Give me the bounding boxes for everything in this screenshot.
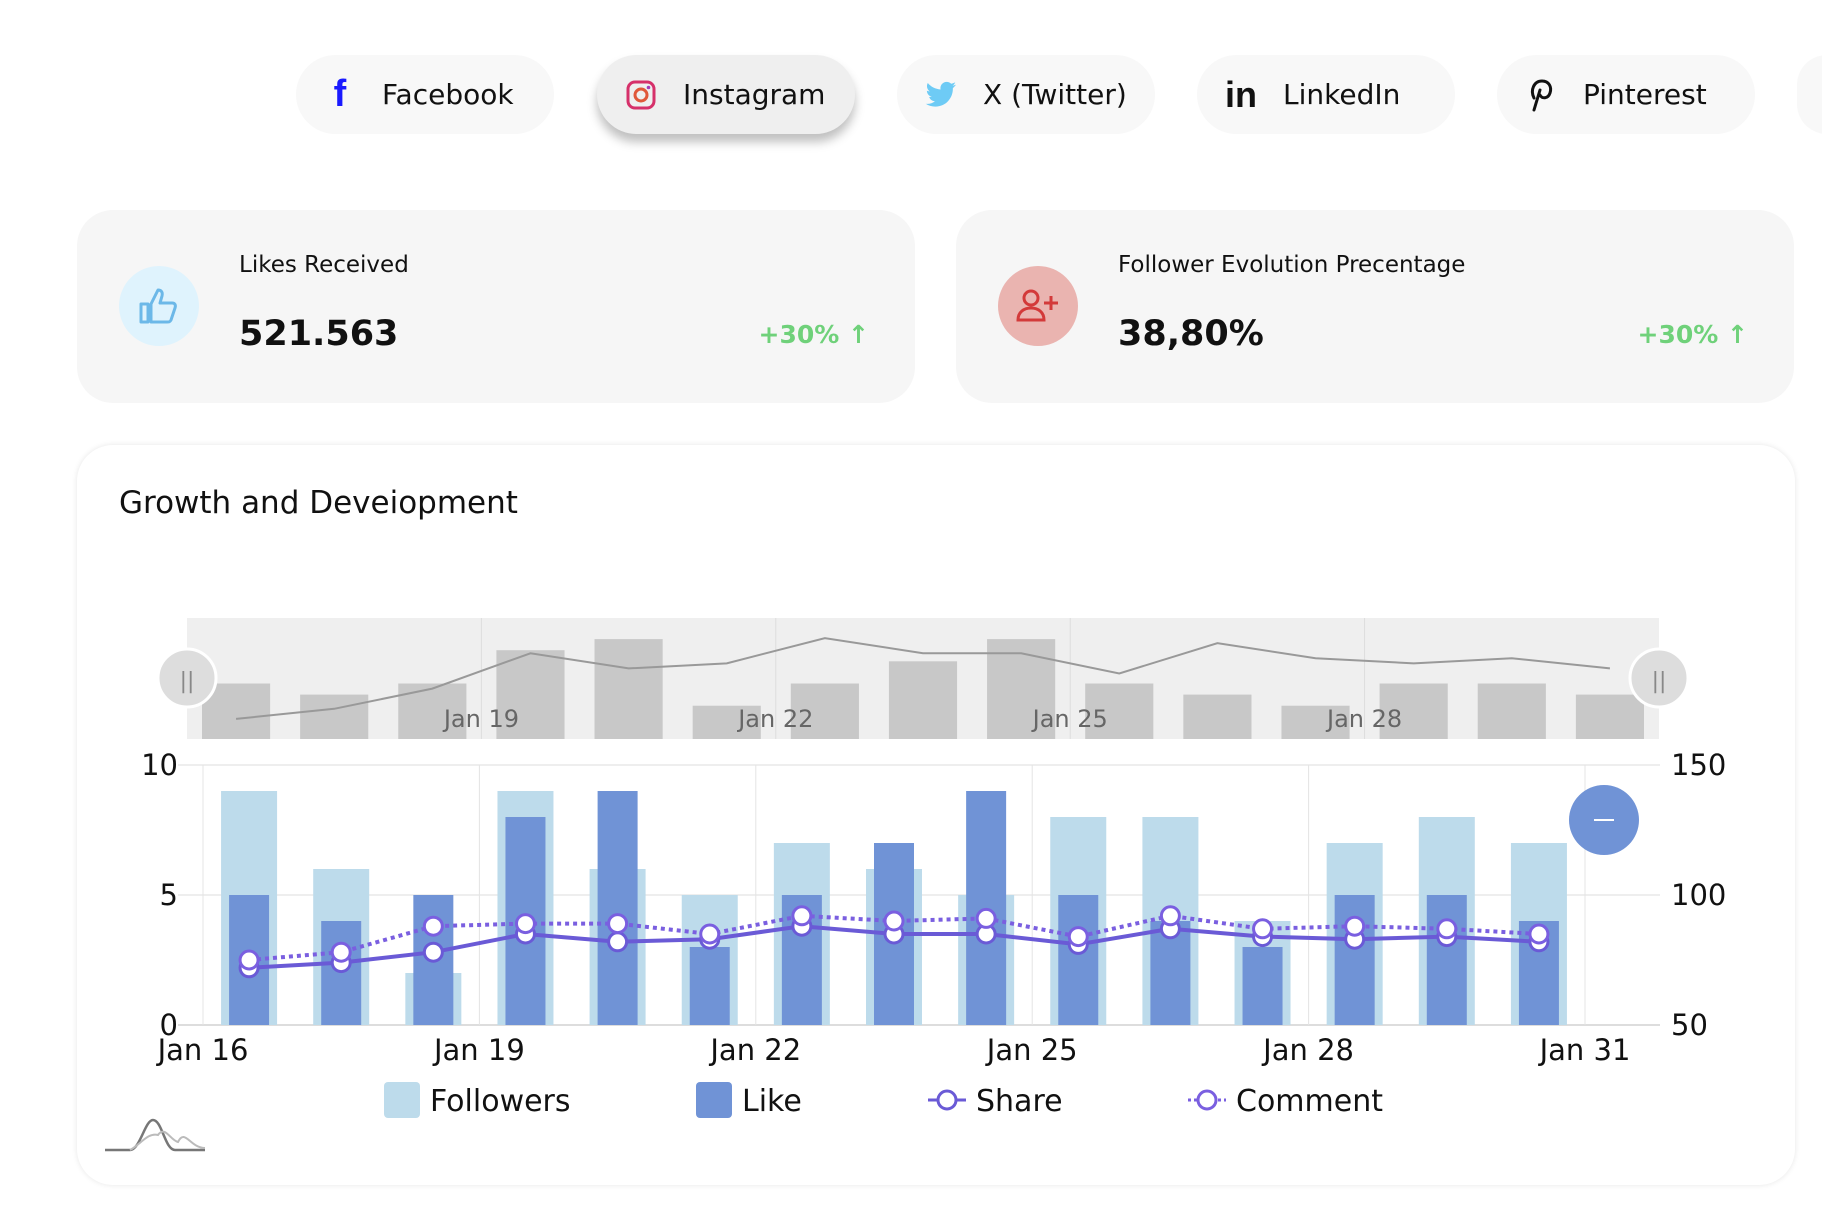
navigator-bar bbox=[496, 650, 565, 739]
linkedin-icon: in bbox=[1225, 73, 1257, 115]
x-tick-label: Jan 22 bbox=[708, 1033, 801, 1067]
stat-change: +30% ↑ bbox=[759, 320, 869, 349]
tab-label: X (Twitter) bbox=[983, 78, 1127, 111]
comment-point bbox=[1159, 905, 1181, 927]
tab-label: LinkedIn bbox=[1283, 78, 1401, 111]
navigator-right-handle[interactable] bbox=[1628, 647, 1690, 709]
x-tick-label: Jan 31 bbox=[1538, 1033, 1631, 1067]
comment-point bbox=[1528, 923, 1550, 945]
pinterest-icon bbox=[1525, 77, 1557, 113]
navigator-line bbox=[235, 637, 1611, 720]
like-bar bbox=[1058, 895, 1099, 1025]
y-left-tick-label: 5 bbox=[160, 878, 178, 912]
growth-chart-card: Growth and Deveiopment bbox=[77, 445, 1795, 1185]
tab-label: Pinterest bbox=[1583, 78, 1707, 111]
navigator-tick-label: Jan 28 bbox=[1325, 705, 1402, 733]
x-tick-label: Jan 28 bbox=[1261, 1033, 1354, 1067]
like-bar bbox=[1334, 895, 1375, 1025]
like-bar bbox=[597, 791, 638, 1025]
y-left-tick-label: 10 bbox=[141, 748, 178, 782]
stat-value: 38,80% bbox=[1118, 314, 1264, 354]
comment-point bbox=[699, 923, 721, 945]
y-right-tick-label: 50 bbox=[1671, 1008, 1708, 1042]
change-text: +30% bbox=[758, 320, 840, 349]
stat-label: Likes Received bbox=[239, 252, 409, 278]
legend-swatch-like bbox=[696, 1082, 732, 1118]
x-tick-label: Jan 16 bbox=[156, 1033, 249, 1067]
legend-label: Share bbox=[976, 1084, 1063, 1119]
legend-marker-comment bbox=[1196, 1089, 1218, 1111]
handle-grip-icon: || bbox=[180, 669, 195, 694]
legend-swatch-followers bbox=[384, 1082, 420, 1118]
x-tick-label: Jan 19 bbox=[432, 1033, 525, 1067]
chart-type-icon-shadow bbox=[129, 1130, 206, 1151]
tab-instagram[interactable]: Instagram bbox=[597, 55, 855, 134]
tab-pinterest[interactable]: Pinterest bbox=[1497, 55, 1755, 134]
stat-change: +30% ↑ bbox=[1638, 320, 1748, 349]
navigator-tick-label: Jan 22 bbox=[736, 705, 813, 733]
comment-point bbox=[607, 913, 629, 935]
like-bar bbox=[1242, 947, 1283, 1025]
navigator-bar bbox=[300, 694, 369, 739]
legend-label: Followers bbox=[430, 1084, 571, 1119]
comment-point bbox=[1067, 926, 1089, 948]
comment-point bbox=[514, 913, 536, 935]
navigator-bar bbox=[1085, 683, 1154, 739]
facebook-icon: f bbox=[333, 73, 347, 115]
handle-grip-icon: || bbox=[1652, 669, 1667, 694]
share-point bbox=[422, 941, 444, 963]
like-bar bbox=[1426, 895, 1467, 1025]
comment-point bbox=[422, 915, 444, 937]
navigator-bar bbox=[1379, 683, 1448, 739]
twitter-icon bbox=[925, 77, 957, 113]
navigator-bar bbox=[790, 683, 859, 739]
navigator-bar bbox=[1477, 683, 1546, 739]
arrow-up-icon: ↑ bbox=[839, 320, 869, 349]
thumbs-up-icon bbox=[119, 266, 199, 346]
comment-point bbox=[1252, 918, 1274, 940]
comment-point bbox=[883, 910, 905, 932]
tab-facebook[interactable]: f Facebook bbox=[296, 55, 554, 134]
navigator-bar bbox=[1183, 694, 1252, 739]
y-left-tick-label: 0 bbox=[160, 1008, 178, 1042]
comment-point bbox=[975, 907, 997, 929]
stat-card-followers: Follower Evolution Precentage 38,80% +30… bbox=[956, 210, 1794, 403]
navigator-tick-label: Jan 19 bbox=[442, 705, 519, 733]
comment-point bbox=[1344, 915, 1366, 937]
navigator-bar bbox=[692, 705, 761, 739]
change-text: +30% bbox=[1637, 320, 1719, 349]
navigator-bar bbox=[888, 661, 958, 739]
stat-card-likes: Likes Received 521.563 +30% ↑ bbox=[77, 210, 915, 403]
like-bar bbox=[689, 947, 730, 1025]
stat-label: Follower Evolution Precentage bbox=[1118, 252, 1466, 278]
chart-title: Growth and Deveiopment bbox=[119, 485, 518, 521]
comment-point bbox=[238, 949, 260, 971]
user-plus-icon bbox=[998, 266, 1078, 346]
navigator-bar bbox=[1575, 694, 1644, 739]
tab-label: Facebook bbox=[382, 78, 514, 111]
navigator-bar bbox=[594, 639, 663, 739]
stat-value: 521.563 bbox=[239, 314, 399, 354]
comment-point bbox=[1436, 918, 1458, 940]
arrow-up-icon: ↑ bbox=[1718, 320, 1748, 349]
navigator-left-handle[interactable] bbox=[156, 647, 218, 709]
y-right-tick-label: 150 bbox=[1671, 748, 1726, 782]
navigator-bar bbox=[1281, 705, 1350, 739]
tab-linkedin[interactable]: in LinkedIn bbox=[1197, 55, 1455, 134]
comment-point bbox=[791, 905, 813, 927]
navigator-tick-label: Jan 25 bbox=[1031, 705, 1108, 733]
legend-marker-share bbox=[936, 1089, 958, 1111]
x-tick-label: Jan 25 bbox=[985, 1033, 1078, 1067]
instagram-icon bbox=[625, 77, 657, 113]
y-right-tick-label: 100 bbox=[1671, 878, 1726, 912]
tab-twitter[interactable]: X (Twitter) bbox=[897, 55, 1155, 134]
comment-point bbox=[330, 941, 352, 963]
share-point bbox=[607, 931, 629, 953]
legend-label: Like bbox=[742, 1084, 802, 1119]
navigator-bar bbox=[987, 639, 1056, 739]
tab-label: Instagram bbox=[683, 78, 826, 111]
legend-label: Comment bbox=[1236, 1084, 1383, 1119]
